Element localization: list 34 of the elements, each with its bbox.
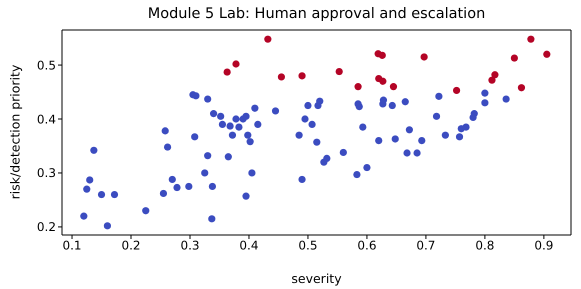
x-tick-label: 0.8 [475, 238, 494, 253]
point [527, 36, 534, 43]
point [518, 84, 526, 92]
x-tick-label: 0.7 [416, 238, 436, 253]
x-tick-label: 0.9 [534, 238, 554, 253]
x-tick-label: 0.4 [239, 238, 259, 253]
point [354, 83, 362, 90]
point [543, 50, 550, 58]
x-tick-label: 0.6 [357, 238, 376, 253]
x-tick-label: 0.3 [180, 238, 200, 253]
point [379, 78, 386, 85]
y-tick-label: 0.3 [36, 166, 56, 180]
point [278, 73, 286, 81]
y-tick-label: 0.5 [36, 58, 56, 72]
point [390, 83, 398, 90]
x-axis-title: severity [291, 271, 342, 286]
point [336, 68, 343, 76]
point [298, 72, 306, 80]
point [491, 71, 499, 78]
chart-title: Module 5 Lab: Human approval and escalation [146, 6, 486, 22]
x-tick-label: 0.5 [298, 238, 318, 253]
y-tick-label: 0.4 [36, 112, 56, 126]
point [224, 68, 231, 76]
y-tick-label: 0.2 [36, 220, 56, 234]
y-axis-title: risk/detection priority [7, 64, 22, 200]
point [232, 60, 240, 68]
point [488, 76, 496, 84]
point [378, 52, 386, 59]
point [510, 54, 518, 62]
point [264, 36, 272, 43]
point [452, 86, 460, 94]
point [420, 53, 428, 61]
x-tick-label: 0.1 [62, 238, 82, 253]
x-tick-label: 0.2 [121, 238, 141, 253]
